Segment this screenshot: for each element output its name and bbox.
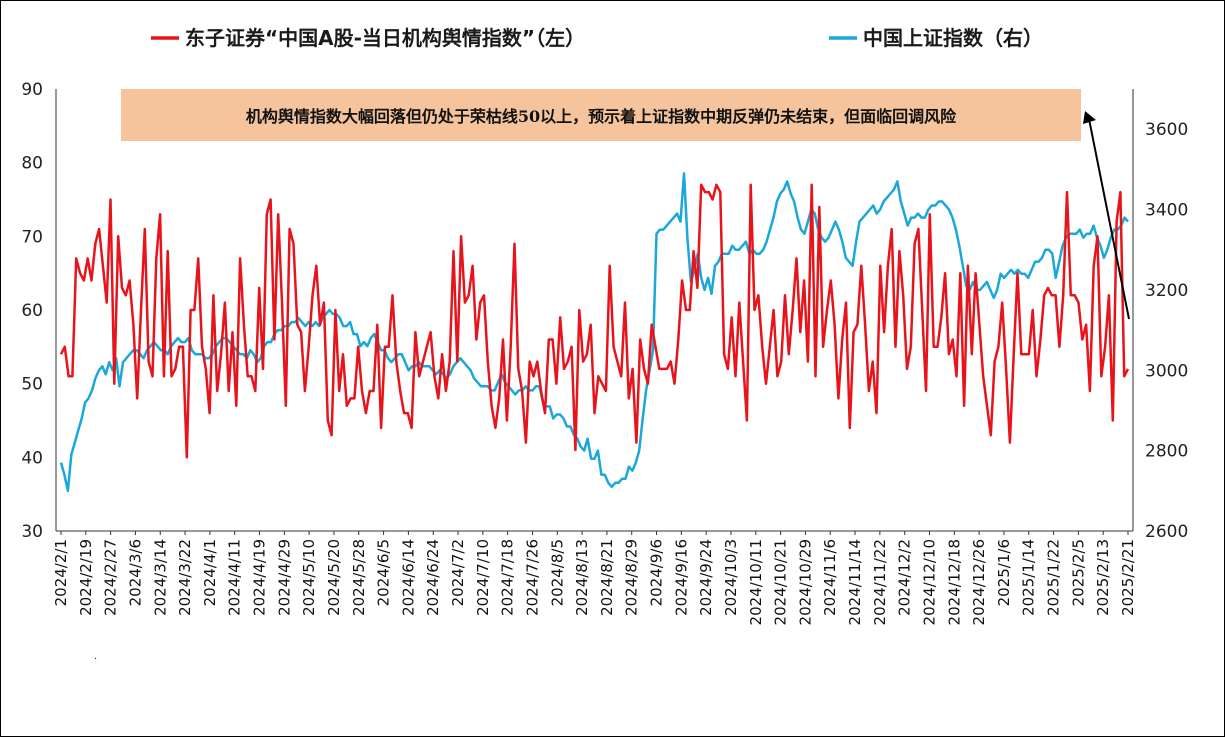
x-tick-label: 2024/10/11 [747,539,765,625]
y-left-tick-label: 70 [21,227,43,247]
x-tick-label: 2024/10/3 [722,539,740,616]
x-tick-label: 2024/4/29 [275,539,293,616]
x-axis-ticks: 2024/2/1 2024/2/19 2024/2/27 2024/3/6 2024/3… [52,531,1137,625]
x-tick-label: 2024/9/24 [697,539,715,616]
x-tick-label: 2024/5/20 [325,539,343,616]
x-tick-label: 2024/7/26 [523,539,541,616]
x-tick-label: 2024/12/26 [970,539,988,625]
y-left-tick-label: 80 [21,154,43,174]
y-left-tick-label: 60 [21,301,43,321]
y-right-tick-label: 2600 [1145,522,1188,542]
x-tick-label: 2024/6/14 [399,539,417,616]
x-tick-label: 2024/11/22 [871,539,889,625]
x-tick-label: 2025/2/21 [1119,539,1137,616]
x-tick-label: 2024/8/29 [623,539,641,616]
x-tick-label: 2024/10/29 [796,539,814,625]
x-tick-label: 2024/3/22 [176,539,194,616]
y-axis-left-ticks: 30 40 50 60 70 80 90 [21,80,43,542]
x-tick-label: 2025/2/5 [1069,539,1087,606]
y-right-tick-label: 2800 [1145,442,1188,462]
x-tick-label: 2025/1/6 [995,539,1013,606]
x-tick-label: 2024/12/10 [920,539,938,625]
x-tick-label: 2024/4/1 [201,539,219,606]
x-tick-label: 2024/5/10 [300,539,318,616]
x-tick-label: 2024/8/13 [573,539,591,616]
x-tick-label: 2024/12/2 [896,539,914,616]
y-left-tick-label: 90 [21,80,43,100]
x-tick-label: 2024/7/10 [474,539,492,616]
x-tick-label: 2024/7/18 [499,539,517,616]
annotation-arrow-head [1083,111,1096,124]
legend-label-right-series: 中国上证指数（右） [863,26,1043,50]
x-tick-label: 2024/5/28 [350,539,368,616]
annotation-text: 机构舆情指数大幅回落但仍处于荣枯线50以上，预示着上证指数中期反弹仍未结束，但面… [246,107,957,126]
annotation-arrow-line [1088,118,1130,320]
x-tick-label: 2024/6/5 [375,539,393,606]
series-line-sentiment-index [59,183,1130,459]
x-tick-label: 2024/8/21 [598,539,616,616]
annotation: 机构舆情指数大幅回落但仍处于荣枯线50以上，预示着上证指数中期反弹仍未结束，但面… [121,89,1130,320]
x-tick-label: 2024/4/11 [226,539,244,616]
y-right-tick-label: 3000 [1145,361,1188,381]
legend-label-left-series: 东子证券“中国A股-当日机构舆情指数”（左） [185,26,585,50]
x-tick-label: 2024/2/1 [52,539,70,606]
x-tick-label: 2025/2/13 [1094,539,1112,616]
x-tick-label: 2024/6/24 [424,539,442,616]
x-tick-label: 2025/1/14 [1020,539,1038,616]
x-tick-label: 2024/2/27 [102,539,120,616]
x-tick-label: 2024/2/19 [77,539,95,616]
series-line-shanghai-index [59,172,1129,493]
y-axis-right-ticks: 2600 2800 3000 3200 3400 3600 [1145,120,1188,542]
x-tick-label: 2024/4/19 [251,539,269,616]
y-right-tick-label: 3600 [1145,120,1188,140]
y-right-tick-label: 3200 [1145,281,1188,301]
x-tick-label: 2024/9/6 [648,539,666,606]
x-tick-label: 2024/12/18 [945,539,963,625]
x-tick-label: 2025/1/22 [1045,539,1063,616]
x-tick-label: 2024/11/14 [846,539,864,625]
x-tick-label: 2024/11/6 [821,539,839,616]
annotation-box [121,89,1081,141]
x-tick-label: 2024/7/2 [449,539,467,606]
y-left-tick-label: 40 [21,448,43,468]
legend: 东子证券“中国A股-当日机构舆情指数”（左） 中国上证指数（右） [151,26,1043,50]
x-tick-label: 2024/9/16 [672,539,690,616]
x-tick-label: 2024/3/6 [126,539,144,606]
x-tick-label: 2024/3/14 [151,539,169,616]
y-left-tick-label: 30 [21,522,43,542]
x-tick-label: 2024/8/5 [548,539,566,606]
y-left-tick-label: 50 [21,375,43,395]
stray-mark: . [94,651,97,662]
x-tick-label: 2024/10/21 [772,539,790,625]
y-right-tick-label: 3400 [1145,201,1188,221]
